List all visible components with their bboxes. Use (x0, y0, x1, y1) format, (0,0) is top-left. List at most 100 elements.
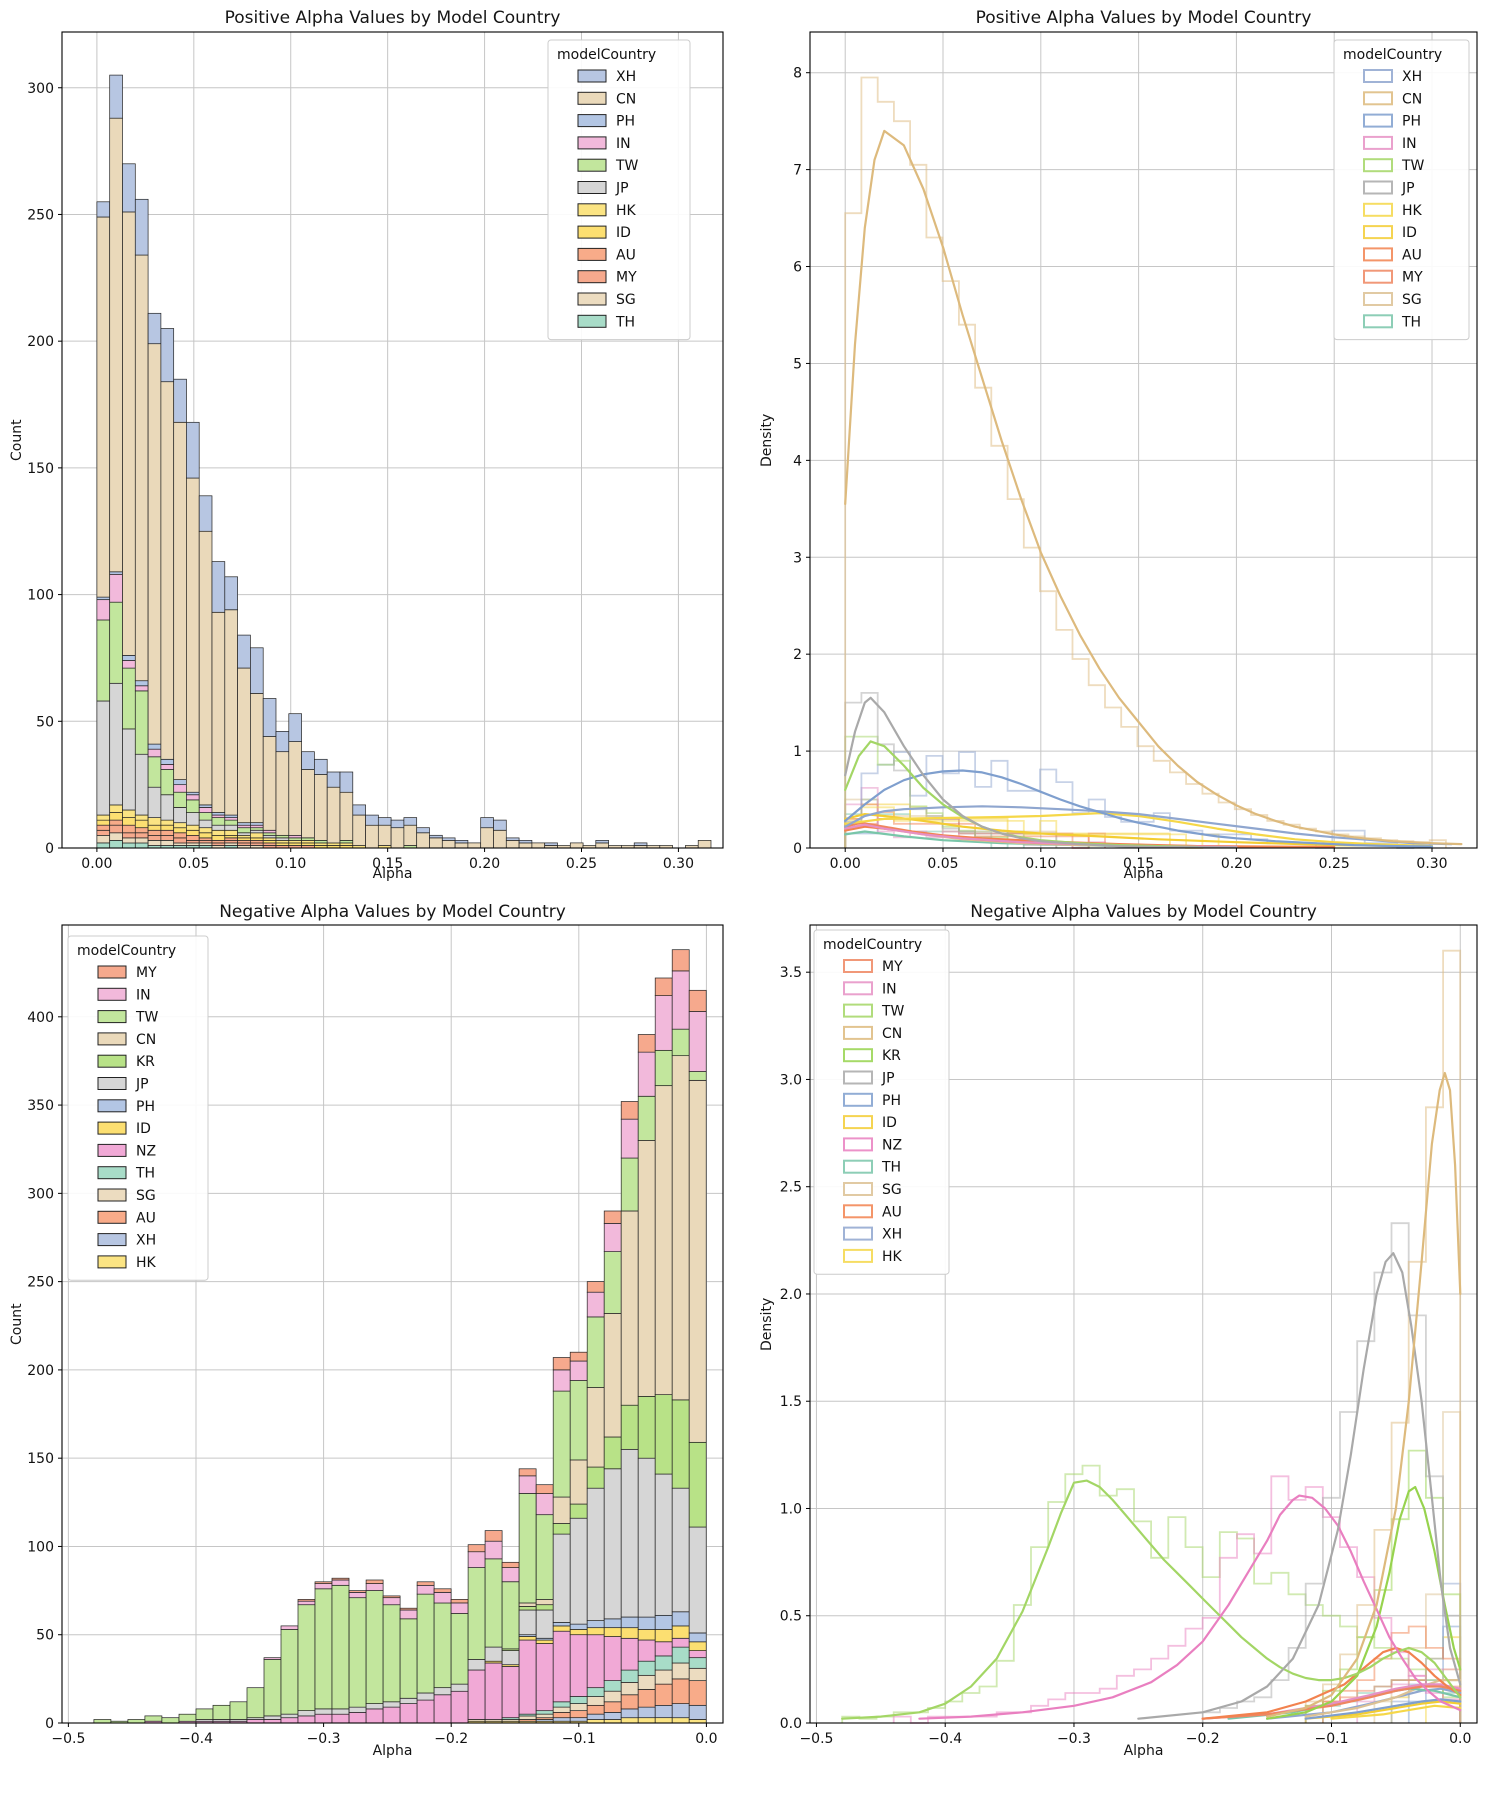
hist-step-CN (844, 76, 1447, 848)
bar-segment-SG (552, 1706, 571, 1713)
bar-segment-XH (198, 495, 213, 532)
bar-segment-SG (134, 837, 149, 844)
bar-segment-JP (186, 812, 200, 826)
bar-segment-TW (288, 837, 302, 841)
bar-segment-NZ (280, 1717, 299, 1724)
y-axis-label: Density (759, 1297, 775, 1351)
bar-segment-TW (603, 1251, 622, 1314)
bar-segment-JP (450, 1683, 469, 1692)
positive-count-plot: 0.00 0.05 0.10 0.15 0.20 0.25 0.30 0 50 100 150 200… (27, 31, 724, 872)
bar-segment-MY (147, 834, 162, 841)
y-tick-label: 200 (27, 1363, 54, 1379)
legend-swatch-JP (577, 181, 607, 194)
x-tick-label: 0.25 (566, 856, 597, 872)
bar-segment-TW (195, 1708, 214, 1720)
bar-segment-KR (654, 1394, 673, 1475)
bar-segment-NZ (586, 1634, 605, 1689)
legend-swatch-AU (1363, 247, 1393, 262)
bar-segment-XH (603, 1712, 622, 1720)
legend-label-HK: HK (136, 1255, 157, 1271)
x-tick-label: −0.3 (1057, 1731, 1091, 1747)
bar-segment-JP (211, 824, 226, 831)
bar-segment-XH (671, 1703, 690, 1719)
bar-segment-CN (654, 1085, 673, 1396)
bar-segment-IN (314, 1583, 333, 1590)
bar-segment-CN (326, 786, 341, 844)
bar-segment-TW (484, 1558, 503, 1648)
bar-segment-NZ (671, 1637, 690, 1648)
stacked-bars (93, 949, 707, 1724)
legend-swatch-CN (1363, 91, 1393, 106)
bar-segment-TW (399, 1618, 418, 1699)
bar-segment-AU (688, 1680, 707, 1706)
y-tick-label: 0.5 (780, 1609, 802, 1625)
axis-ticks: 0.00 0.05 0.10 0.15 0.20 0.25 0.30 0 1 2 3 4 5 6 7 8 (793, 66, 1448, 872)
bar-segment-MY (365, 1579, 384, 1584)
positive-density-plot: 0.00 0.05 0.10 0.15 0.20 0.25 0.30 0 1 2 3 4 5 6 7 8 mod… (793, 31, 1478, 872)
bar-segment-IN (399, 1609, 418, 1620)
legend-swatch-CN (843, 1025, 873, 1040)
bar-segment-XH (552, 1717, 571, 1722)
bar-segment-PH (671, 1611, 690, 1627)
y-tick-label: 6 (793, 260, 802, 276)
bar-segment-TW (688, 1071, 707, 1081)
bar-segment-MY (671, 949, 690, 972)
bar-segment-TH (96, 842, 111, 849)
bar-segment-JP (671, 1487, 690, 1613)
bar-segment-IN (186, 794, 200, 801)
bar-segment-TW (569, 1380, 588, 1461)
x-tick-label: 0.30 (1416, 856, 1447, 872)
bar-segment-AU (160, 829, 175, 836)
legend-swatch-HK (97, 1255, 127, 1269)
bar-segment-XH (633, 842, 648, 846)
bar-segment-MY (637, 1034, 656, 1053)
bar-segment-HK (134, 814, 149, 821)
bar-segment-ID (96, 819, 111, 826)
bar-segment-SG (569, 1703, 588, 1712)
legend: modelCountry XH CN PH IN TW JP HK ID AU MY SG TH (1333, 39, 1470, 341)
legend-label-JP: JP (615, 181, 629, 197)
legend-swatch-PH (1363, 113, 1393, 128)
bar-segment-XH (122, 163, 136, 213)
x-tick-label: 0.0 (695, 1731, 717, 1747)
legend-title: modelCountry (557, 47, 656, 63)
bar-segment-IN (535, 1493, 554, 1516)
bar-segment-MY (348, 1590, 367, 1593)
y-axis-label: Density (759, 413, 775, 467)
bar-segment-TW (301, 837, 315, 841)
legend-swatch-IN (577, 136, 607, 150)
legend-swatch-JP (1363, 180, 1393, 195)
bar-segment-JP (620, 1448, 639, 1618)
bar-segment-TW (348, 1597, 367, 1708)
bar-segment-IN (620, 1118, 639, 1159)
kde-curve-SG (1304, 1679, 1462, 1718)
bar-segment-ID (147, 824, 162, 831)
legend-swatch-IN (1363, 135, 1393, 150)
bar-segment-AU (211, 840, 226, 844)
y-tick-label: 2 (793, 647, 802, 663)
legend: modelCountry XH CN PH IN TW JP HK ID AU MY SG TH (547, 39, 691, 341)
bar-segment-IN (688, 1011, 707, 1072)
y-tick-label: 400 (27, 1010, 54, 1026)
bar-segment-AU (603, 1701, 622, 1713)
bar-segment-ID (586, 1627, 605, 1636)
bar-segment-JP (297, 1710, 316, 1717)
bar-segment-CN (518, 1602, 537, 1607)
bar-segment-HK (186, 824, 200, 831)
y-tick-label: 8 (793, 66, 802, 82)
bar-segment-HK (211, 829, 226, 836)
bar-segment-CN (518, 842, 533, 849)
legend-swatch-JP (843, 1070, 873, 1085)
y-tick-label: 1.5 (780, 1394, 802, 1410)
bar-segment-ID (603, 1627, 622, 1637)
axis-ticks: 0.00 0.05 0.10 0.15 0.20 0.25 0.30 0 50 100 150 200… (27, 81, 694, 872)
bar-segment-NZ (501, 1666, 520, 1719)
bar-segment-CN (147, 343, 162, 745)
bar-segment-NZ (331, 1713, 350, 1724)
bar-segment-XH (250, 647, 264, 694)
bar-segment-JP (399, 1697, 418, 1704)
legend-swatch-MY (843, 959, 873, 973)
bar-segment-AU (552, 1712, 571, 1719)
legend-swatch-TW (97, 1010, 127, 1024)
